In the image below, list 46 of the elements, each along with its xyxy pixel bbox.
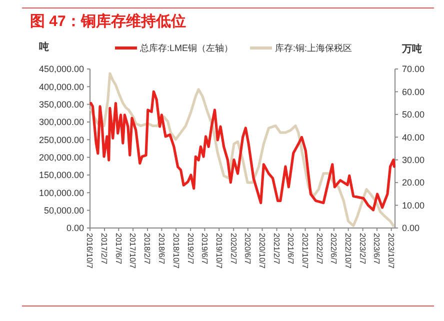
y2-tick-label: 50.00 xyxy=(402,110,425,120)
y2-tick-label: 70.00 xyxy=(402,64,425,74)
x-tick-label: 2022/6/7 xyxy=(329,233,338,265)
x-tick-label: 2023/10/7 xyxy=(386,233,396,270)
y-tick-label: 200,000.00 xyxy=(38,152,84,162)
legend-label: 总库存:LME铜（左轴） xyxy=(139,43,234,54)
x-tick-label: 2022/10/7 xyxy=(344,233,353,270)
y-tick-label: 250,000.00 xyxy=(38,134,84,145)
x-tick-label: 2023/2/7 xyxy=(358,233,368,265)
y2-tick-label: 60.00 xyxy=(402,86,425,97)
x-tick-label: 2020/6/7 xyxy=(243,233,252,265)
x-tick-label: 2017/10/7 xyxy=(128,233,138,270)
x-tick-label: 2017/2/7 xyxy=(100,233,109,265)
y-tick-label: 150,000.00 xyxy=(38,170,84,180)
x-tick-label: 2020/10/7 xyxy=(257,233,266,270)
x-tick-label: 2019/2/7 xyxy=(186,233,195,265)
y-axis-title: 吨 xyxy=(39,41,49,53)
x-tick-label: 2021/10/7 xyxy=(300,233,310,270)
y-tick-label: 0.00 xyxy=(66,223,84,234)
x-tick-label: 2019/6/7 xyxy=(200,233,209,265)
line-series xyxy=(90,90,396,212)
legend-label: 库存:铜:上海保税区 xyxy=(275,43,352,54)
y2-tick-label: 40.00 xyxy=(402,132,425,142)
x-tick-label: 2016/10/7 xyxy=(85,233,94,270)
y2-tick-label: 30.00 xyxy=(402,155,425,166)
x-tick-label: 2023/6/7 xyxy=(372,233,382,265)
x-tick-label: 2019/10/7 xyxy=(214,233,224,270)
x-tick-label: 2022/2/7 xyxy=(314,233,324,265)
x-tick-label: 2018/10/7 xyxy=(171,233,180,270)
x-tick-label: 2018/2/7 xyxy=(142,233,152,265)
y-tick-label: 50,000.00 xyxy=(44,205,84,216)
y2-tick-label: 10.00 xyxy=(402,200,425,210)
chart-title: 图 47：铜库存维持低位 xyxy=(30,12,186,30)
y-tick-label: 400,000.00 xyxy=(38,82,84,92)
y2-tick-label: 20.00 xyxy=(402,178,425,188)
x-tick-label: 2020/2/7 xyxy=(228,233,238,265)
y-tick-label: 300,000.00 xyxy=(38,117,84,128)
y-tick-label: 350,000.00 xyxy=(38,99,84,110)
x-tick-label: 2018/6/7 xyxy=(156,233,166,265)
y-tick-label: 450,000.00 xyxy=(38,64,84,74)
y2-axis-title: 万吨 xyxy=(401,43,422,55)
x-tick-label: 2017/6/7 xyxy=(114,233,123,265)
y2-tick-label: 0.00 xyxy=(402,223,420,234)
x-tick-label: 2021/6/7 xyxy=(286,233,296,265)
y-tick-label: 100,000.00 xyxy=(38,188,84,198)
x-tick-label: 2021/2/7 xyxy=(272,233,281,265)
